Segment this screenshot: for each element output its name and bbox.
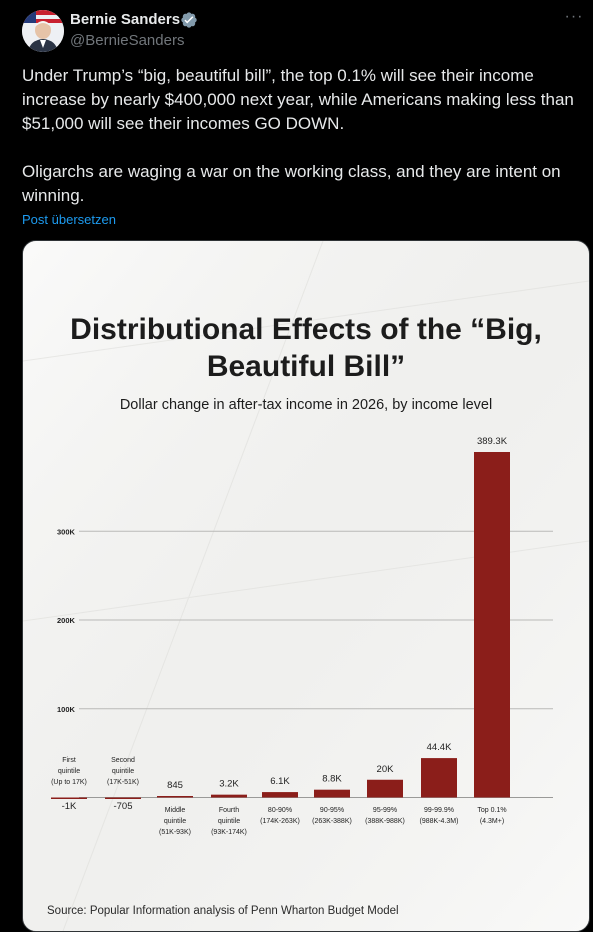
category-label: 90-95% xyxy=(320,807,344,814)
bar-value-label: 6.1K xyxy=(270,776,290,787)
media-image[interactable]: 100K 200K 300K -1K First quintile (Up to 17K) -… xyxy=(22,240,590,932)
author-handle[interactable]: @BernieSanders xyxy=(70,32,185,49)
bar-value-label: 3.2K xyxy=(219,779,239,790)
category-label: Top 0.1% xyxy=(477,807,506,814)
category-label: Second xyxy=(111,757,135,764)
category-label: (17K-51K) xyxy=(107,779,139,786)
tweet-paragraph: Under Trump’s “big, beautiful bill”, the… xyxy=(22,66,574,133)
category-label: (51K-93K) xyxy=(159,829,191,836)
category-label: quintile xyxy=(164,818,186,825)
bar xyxy=(105,797,141,799)
category-label: (988K-4.3M) xyxy=(420,818,459,825)
category-label: (174K-263K) xyxy=(260,818,300,825)
bar xyxy=(314,789,350,798)
category-label: 80-90% xyxy=(268,807,292,814)
bar-chart: 100K 200K 300K -1K First quintile (Up to 17K) -… xyxy=(23,241,589,931)
bar-value-label: 8.8K xyxy=(322,774,342,785)
y-tick-label: 200K xyxy=(57,616,76,625)
bar-value-label: -1K xyxy=(62,801,77,812)
tweet-paragraph: Oligarchs are waging a war on the workin… xyxy=(22,162,561,205)
author-name[interactable]: Bernie Sanders xyxy=(70,11,181,28)
bar-value-label: 389.3K xyxy=(477,436,508,447)
category-label: Fourth xyxy=(219,807,239,814)
avatar-image xyxy=(22,10,64,52)
tweet-text: Under Trump’s “big, beautiful bill”, the… xyxy=(22,64,582,232)
chart-source: Source: Popular Information analysis of … xyxy=(47,905,399,917)
category-label: (4.3M+) xyxy=(480,818,504,825)
category-label: 99-99.9% xyxy=(424,807,454,814)
y-tick-label: 300K xyxy=(57,527,76,536)
bar-value-label: -705 xyxy=(113,801,132,812)
category-label: (388K-988K) xyxy=(365,818,405,825)
bar-value-label: 845 xyxy=(167,780,183,791)
bar xyxy=(51,797,87,799)
chart-subtitle: Dollar change in after-tax income in 202… xyxy=(119,397,493,413)
category-label: (263K-388K) xyxy=(312,818,352,825)
category-label: 95-99% xyxy=(373,807,397,814)
avatar[interactable] xyxy=(22,10,64,52)
bar-value-label: 44.4K xyxy=(427,742,452,753)
bar xyxy=(421,758,457,798)
bar xyxy=(262,792,298,798)
category-label: (Up to 17K) xyxy=(51,779,87,786)
category-label: quintile xyxy=(112,768,134,775)
category-label: quintile xyxy=(218,818,240,825)
bar-value-label: 20K xyxy=(377,764,395,775)
chart-title: Distributional Effects of the “Big, Beau… xyxy=(70,313,542,383)
verified-badge-icon[interactable] xyxy=(180,11,198,29)
bar xyxy=(474,452,510,798)
bar xyxy=(367,779,403,798)
category-label: First xyxy=(62,757,76,764)
translate-post-link[interactable]: Post übersetzen xyxy=(22,212,116,227)
category-label: Middle xyxy=(165,807,186,814)
category-label: (93K-174K) xyxy=(211,829,247,836)
y-tick-label: 100K xyxy=(57,705,76,714)
more-options-icon[interactable]: ··· xyxy=(564,8,584,25)
category-label: quintile xyxy=(58,768,80,775)
bar xyxy=(157,796,193,798)
bar xyxy=(211,794,247,798)
